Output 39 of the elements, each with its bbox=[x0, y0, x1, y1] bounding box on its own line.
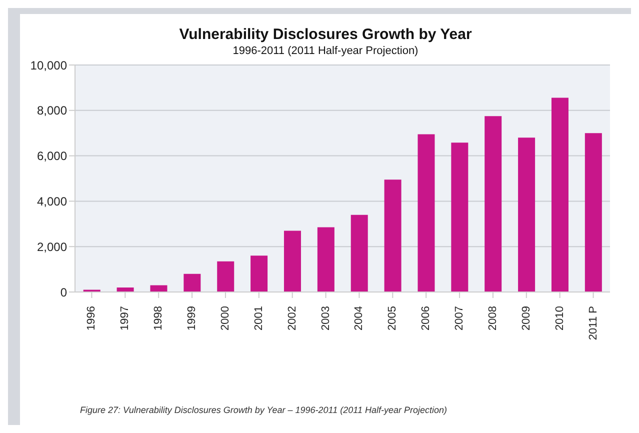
y-tick-label: 2,000 bbox=[36, 240, 68, 254]
x-tick-label: 2002 bbox=[286, 306, 298, 330]
x-tick-label: 1996 bbox=[86, 306, 98, 330]
x-tick-label: 2000 bbox=[219, 306, 232, 330]
y-tick-label: 10,000 bbox=[30, 58, 68, 72]
bar bbox=[451, 142, 468, 292]
x-tick-label: 2010 bbox=[554, 306, 566, 330]
bar bbox=[384, 180, 402, 292]
x-tick-label: 2005 bbox=[386, 306, 399, 330]
y-tick-label: 8,000 bbox=[36, 104, 68, 118]
x-tick-label: 2007 bbox=[454, 306, 466, 330]
y-tick-label: 0 bbox=[60, 285, 68, 300]
bar bbox=[584, 133, 602, 292]
x-tick-label: 2003 bbox=[320, 306, 332, 330]
bar bbox=[284, 230, 301, 292]
bar bbox=[350, 214, 368, 292]
bar bbox=[551, 98, 568, 292]
bar bbox=[317, 227, 334, 292]
y-tick-label: 6,000 bbox=[36, 149, 68, 164]
x-tick-label: 1997 bbox=[119, 306, 132, 330]
bar bbox=[150, 285, 168, 292]
chart-title: Vulnerability Disclosures Growth by Year bbox=[178, 26, 473, 43]
x-tick-label: 2009 bbox=[520, 306, 532, 330]
y-tick-label: 4,000 bbox=[36, 194, 68, 208]
x-tick-label: 2001 bbox=[252, 306, 265, 330]
x-tick-label: 1999 bbox=[186, 306, 198, 330]
x-tick-label: 2011 P bbox=[587, 306, 600, 340]
bar bbox=[484, 116, 502, 292]
bar bbox=[217, 261, 234, 292]
x-tick-label: 2006 bbox=[420, 306, 432, 330]
bar bbox=[250, 256, 268, 292]
bar bbox=[418, 134, 435, 292]
x-tick-label: 1998 bbox=[152, 306, 165, 330]
chart-subtitle: 1996-2011 (2011 Half-year Projection) bbox=[232, 45, 420, 57]
x-tick-label: 2004 bbox=[353, 306, 366, 330]
caption: Figure 27: Vulnerability Disclosures Growth by Year – 1996-2011 (2011 Half-year Projection) bbox=[80, 405, 448, 415]
bar bbox=[184, 274, 201, 292]
x-tick-label: 2008 bbox=[486, 306, 499, 330]
bar bbox=[518, 138, 536, 292]
